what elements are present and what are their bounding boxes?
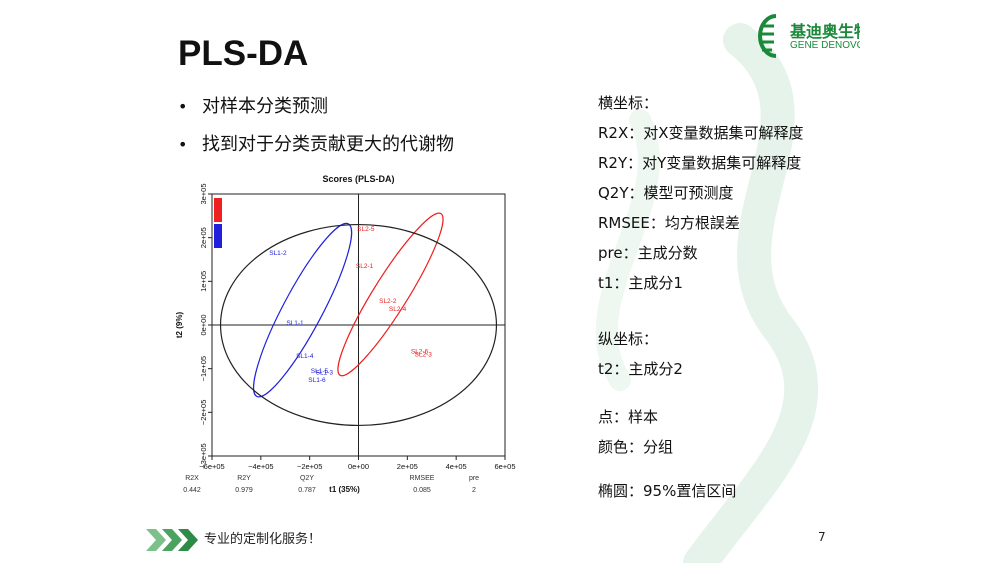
x-tick-label: 2e+05 [397, 462, 418, 471]
note-ellipse: 椭圆：95%置信区间 [598, 482, 737, 500]
hotelling-ellipse [219, 223, 498, 427]
stat-value: 0.085 [413, 487, 431, 494]
point-label: SL1-4 [296, 353, 314, 360]
stat-name: RMSEE [410, 475, 435, 482]
legend-label: SL2 [224, 206, 234, 212]
point-label: SL2-3 [415, 351, 433, 358]
bullet-list: 对样本分类预测 找到对于分类贡献更大的代谢物 [178, 94, 454, 170]
x-tick-label: −4e+05 [248, 462, 273, 471]
logo-name-en: GENE DENOVO [790, 40, 860, 51]
company-logo: 基迪奥生物 GENE DENOVO [750, 12, 860, 62]
legend-swatch [214, 224, 222, 248]
stat-name: Q2Y [300, 475, 314, 482]
point-label: SL1-3 [316, 369, 334, 376]
point-label: SL2-1 [356, 263, 374, 270]
note-t2: t2：主成分2 [598, 360, 683, 378]
note-pre: pre：主成分数 [598, 244, 698, 262]
x-axis-label: t1 (35%) [329, 485, 360, 494]
stat-name: R2X [185, 475, 199, 482]
point-label: SL2-4 [389, 306, 407, 313]
stat-value: 0.979 [235, 487, 253, 494]
note-q2y: Q2Y：模型可预测度 [598, 184, 734, 202]
x-tick-label: −6e+05 [199, 462, 224, 471]
pls-da-chart: Scores (PLS-DA) −6e+05 −4e+05 −2e+05 0e+00 2e… [175, 174, 516, 494]
point-label: SL2-2 [379, 298, 397, 305]
footer-chevron-icon [146, 529, 198, 551]
y-axis-label: t2 (9%) [175, 312, 184, 339]
point-label: SL1-6 [308, 377, 326, 384]
bullet-item: 找到对于分类贡献更大的代谢物 [178, 132, 454, 170]
note-xaxis-heading: 横坐标： [598, 94, 659, 112]
stat-value: 0.787 [298, 487, 316, 494]
point-label: SL1-1 [286, 320, 304, 327]
confidence-ellipse [337, 212, 444, 377]
y-tick-label: 3e+05 [199, 183, 208, 204]
note-yaxis-heading: 纵坐标： [598, 330, 659, 348]
stat-name: pre [469, 475, 479, 482]
y-tick-label: 0e+00 [199, 314, 208, 335]
logo-name-cn: 基迪奥生物 [790, 22, 860, 41]
slide-title: PLS-DA [178, 34, 309, 73]
point-label: SL1-5 [311, 368, 329, 375]
x-tick-label: −2e+05 [297, 462, 322, 471]
background-dna-decoration [595, 23, 819, 563]
y-tick-label: 2e+05 [199, 227, 208, 248]
bullet-item: 对样本分类预测 [178, 94, 454, 132]
dna-logo-icon [758, 14, 777, 58]
note-t1: t1：主成分1 [598, 274, 683, 292]
left-margin [0, 0, 140, 563]
chart-title: Scores (PLS-DA) [322, 174, 394, 184]
point-label: SL1-2 [269, 250, 287, 257]
stat-name: R2Y [237, 475, 251, 482]
x-tick-label: 4e+05 [446, 462, 467, 471]
point-label: SL2-6 [411, 348, 429, 355]
point-label: SL2-5 [357, 226, 375, 233]
legend-swatch [214, 198, 222, 222]
footer-slogan: 专业的定制化服务！ [204, 532, 322, 547]
y-tick-label: −2e+05 [199, 400, 208, 425]
stat-value: 2 [472, 487, 476, 494]
note-r2y: R2Y：对Y变量数据集可解释度 [598, 154, 802, 172]
y-tick-label: 1e+05 [199, 271, 208, 292]
x-tick-label: 6e+05 [494, 462, 515, 471]
y-tick-label: −1e+05 [199, 356, 208, 381]
slide: PLS-DA 对样本分类预测 找到对于分类贡献更大的代谢物 基迪奥生物 GENE… [140, 0, 860, 563]
page-number: 7 [818, 530, 826, 544]
note-color: 颜色：分组 [598, 438, 674, 456]
y-tick-label: −3e+05 [199, 443, 208, 468]
stat-value: 0.442 [183, 487, 201, 494]
confidence-ellipse [252, 222, 353, 398]
x-tick-label: 0e+00 [348, 462, 369, 471]
note-rmsee: RMSEE：均方根誤差 [598, 214, 740, 232]
note-r2x: R2X：对X变量数据集可解释度 [598, 124, 804, 142]
legend-label: SL1 [224, 232, 234, 238]
note-point: 点：样本 [598, 408, 659, 426]
